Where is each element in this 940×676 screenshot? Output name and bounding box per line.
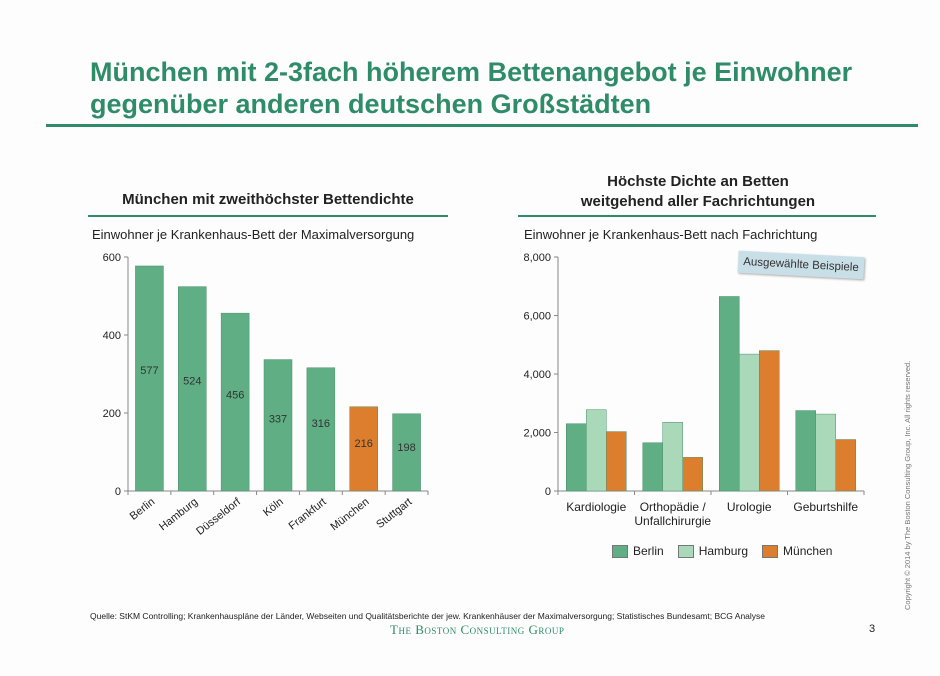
bar-münchen <box>349 406 378 492</box>
legend-swatch-hamburg <box>677 544 694 558</box>
bar-köln <box>263 359 293 492</box>
right-chart-title-line-2: weitgehend aller Fachrichtungen <box>580 193 816 210</box>
title-line-1: München mit 2-3fach höherem Bettenangebo… <box>90 57 853 87</box>
right-y-tick-label: 8,000 <box>523 252 551 264</box>
data-label-münchen: 216 <box>355 438 373 450</box>
bar-orthopädie-berlin <box>642 442 663 492</box>
bar-orthopädie-münchen <box>682 457 703 492</box>
source-note: Quelle: StKM Controlling; Krankenhausplä… <box>90 611 766 621</box>
legend-label-berlin: Berlin <box>633 544 664 558</box>
legend-item-hamburg: Hamburg <box>677 544 749 558</box>
left-chart-subtitle: Einwohner je Krankenhaus-Bett der Maxima… <box>92 227 415 242</box>
bar-urologie-berlin <box>719 296 740 492</box>
x-tick-label-frankfurt: Frankfurt <box>287 496 329 533</box>
bar-geburtshilfe-münchen <box>835 439 856 492</box>
legend-item-muenchen: München <box>762 544 832 558</box>
right-chart-title: Höchste Dichte an Betten weitgehend alle… <box>518 172 878 212</box>
bar-urologie-hamburg <box>739 353 760 492</box>
bar-geburtshilfe-hamburg <box>815 413 836 492</box>
data-label-frankfurt: 316 <box>312 418 330 430</box>
chart-legend: Berlin Hamburg München <box>612 544 832 558</box>
right-x-tick-label-geburtshilfe: Geburtshilfe <box>793 500 858 514</box>
bar-orthopädie-hamburg <box>662 422 683 492</box>
bar-berlin <box>135 265 164 492</box>
title-divider <box>46 124 918 127</box>
bcg-logo: The Boston Consulting Group <box>390 622 564 638</box>
x-tick-label-stuttgart: Stuttgart <box>374 496 414 531</box>
data-label-köln: 337 <box>269 414 287 426</box>
data-label-berlin: 577 <box>140 365 158 377</box>
legend-swatch-muenchen <box>762 544 779 558</box>
legend-item-berlin: Berlin <box>612 544 664 558</box>
bcg-logo-text: The Boston Consulting Group <box>390 622 565 637</box>
left-chart-divider <box>88 215 448 217</box>
x-tick-label-münchen: München <box>329 496 372 533</box>
bar-kardiologie-berlin <box>566 423 587 492</box>
y-tick-label: 600 <box>103 252 121 264</box>
right-chart-divider <box>518 215 876 217</box>
right-y-tick-label: 4,000 <box>523 369 551 381</box>
right-y-tick-label: 2,000 <box>523 428 551 440</box>
data-label-hamburg: 524 <box>183 376 201 388</box>
left-chart-title: München mit zweithöchster Bettendichte <box>122 191 414 208</box>
bar-kardiologie-hamburg <box>586 409 607 492</box>
right-x-tick-label-orthopädie: Unfallchirurgie <box>634 514 711 528</box>
right-x-tick-label-urologie: Urologie <box>727 500 772 514</box>
legend-label-hamburg: Hamburg <box>698 544 749 558</box>
data-label-stuttgart: 198 <box>397 442 415 454</box>
bar-düsseldorf <box>220 312 250 492</box>
page-number: 3 <box>869 623 876 635</box>
bar-geburtshilfe-berlin <box>795 410 816 492</box>
x-tick-label-berlin: Berlin <box>128 496 158 523</box>
right-x-tick-label-orthopädie: Orthopädie / <box>640 500 707 514</box>
legend-swatch-berlin <box>612 544 628 558</box>
data-label-düsseldorf: 456 <box>226 390 244 402</box>
right-chart-title-line-1: Höchste Dichte an Betten <box>607 173 789 190</box>
bar-kardiologie-münchen <box>606 431 627 492</box>
y-tick-label: 0 <box>115 486 121 498</box>
right-y-tick-label: 0 <box>545 486 551 498</box>
x-tick-label-köln: Köln <box>261 496 286 519</box>
x-tick-label-düsseldorf: Düsseldorf <box>194 495 244 537</box>
bar-stuttgart <box>392 413 421 492</box>
legend-label-muenchen: München <box>783 544 833 558</box>
right-chart-subtitle: Einwohner je Krankenhaus-Bett nach Fachr… <box>524 227 818 242</box>
bar-frankfurt <box>306 367 336 492</box>
right-x-tick-label-kardiologie: Kardiologie <box>566 500 626 514</box>
bar-hamburg <box>178 286 207 492</box>
title-line-2: gegenüber anderen deutschen Großstädten <box>90 89 652 119</box>
y-tick-label: 200 <box>103 408 121 420</box>
page-title: München mit 2-3fach höherem Bettenangebo… <box>90 56 910 120</box>
y-tick-label: 400 <box>103 330 121 342</box>
copyright-note: Copyright © 2014 by The Boston Consultin… <box>903 360 912 610</box>
right-y-tick-label: 6,000 <box>523 311 551 323</box>
bar-urologie-münchen <box>759 350 780 492</box>
